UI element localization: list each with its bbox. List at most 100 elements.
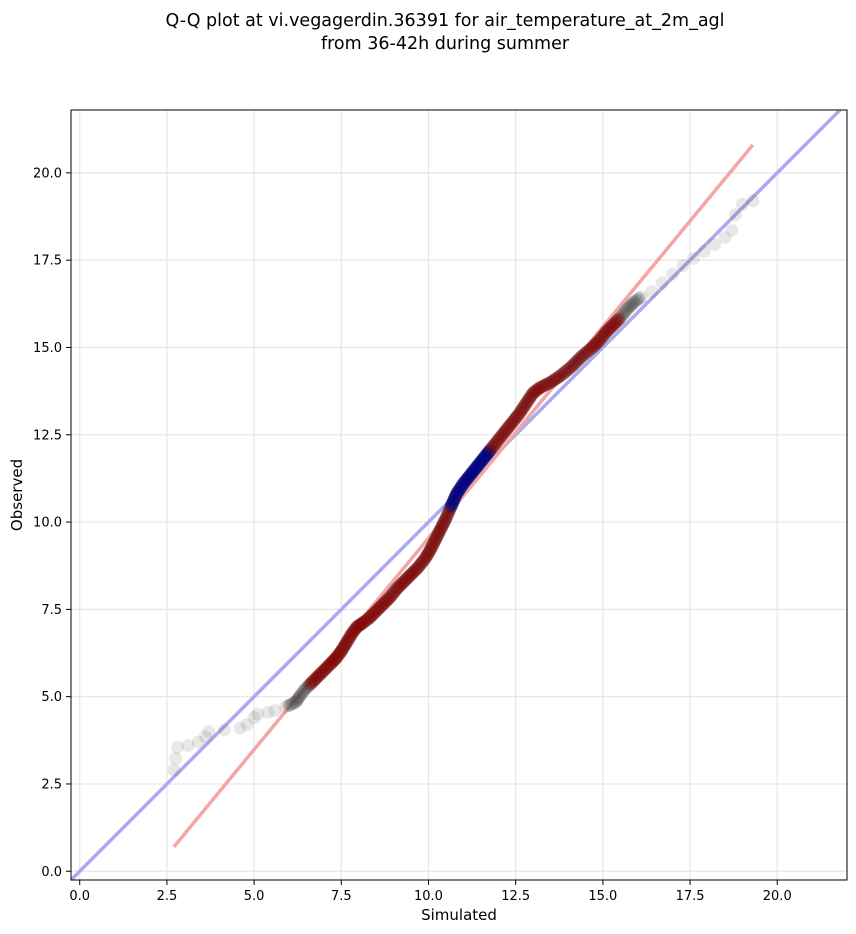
quantile-point-224 [630,293,644,307]
quantile-point-162 [515,403,529,417]
x-tick-label-8: 20.0 [763,889,792,904]
quantile-point-282 [346,626,360,640]
x-tick-label-1: 2.5 [157,889,178,904]
quantile-point-332 [401,571,415,585]
quantile-point-289 [352,619,366,633]
plot-frame [70,109,848,881]
quantile-point-415 [487,439,501,453]
quantile-point-122 [448,490,462,504]
quantile-point-215 [613,311,627,325]
quantile-point-176 [539,377,553,391]
quantile-point-216 [615,309,629,323]
quantile-point-331 [399,572,413,586]
quantile-point-49 [340,636,354,650]
quantile-point-379 [446,495,460,509]
y-tick-label-6: 15.0 [33,341,62,356]
y-tick-label-5: 12.5 [33,428,62,443]
quantile-point-52 [343,629,357,643]
quantile-point-389 [456,477,470,491]
quantile-point-461 [544,375,558,389]
quantile-point-177 [541,376,555,390]
quantile-point-141 [479,448,493,462]
quantile-point-231 [687,251,701,265]
quantile-point-305 [369,604,383,618]
quantile-point-401 [470,459,484,473]
quantile-point-269 [334,644,348,658]
quantile-point-4 [191,735,205,749]
quantile-point-154 [502,420,516,434]
quantile-point-146 [488,437,502,451]
quantile-point-410 [481,446,495,460]
quantile-point-426 [499,423,513,437]
quantile-point-29 [306,674,320,688]
y-axis-label: Observed [8,459,26,531]
quantile-point-83 [399,573,413,587]
quantile-point-359 [428,533,442,547]
quantile-point-93 [416,554,430,568]
quantile-point-129 [458,474,472,488]
quantile-point-225 [632,292,646,306]
quantile-point-340 [410,562,424,576]
quantile-point-321 [388,584,402,598]
quantile-point-103 [428,533,442,547]
quantile-point-263 [329,651,343,665]
quantile-point-271 [336,641,350,655]
quantile-point-394 [462,469,476,483]
quantile-point-80 [394,578,408,592]
quantile-point-386 [453,482,467,496]
quantile-point-104 [430,530,444,544]
quantile-point-279 [343,630,357,644]
quantile-point-127 [455,479,469,493]
reference-lines [71,110,843,880]
quantile-point-173 [533,381,547,395]
quantile-point-27 [303,677,317,691]
quantile-point-374 [442,505,456,519]
quantile-point-477 [571,353,585,367]
quantile-point-68 [373,601,387,615]
quantile-point-302 [366,608,380,622]
quantile-point-385 [452,484,466,498]
quantile-point-57 [352,619,366,633]
quantile-point-455 [533,381,547,395]
quantile-point-50 [341,633,355,647]
x-tick-label-5: 12.5 [501,889,530,904]
quantile-point-418 [490,434,504,448]
quantile-point-240 [304,676,318,690]
quantile-point-172 [531,382,545,396]
quantile-point-464 [549,372,563,386]
quantile-point-232 [697,244,711,258]
quantile-point-298 [361,612,375,626]
quantile-point-197 [581,344,595,358]
quantile-point-170 [526,386,540,400]
y-tick-label-7: 17.5 [33,254,62,269]
quantile-point-424 [497,426,511,440]
quantile-point-423 [496,427,510,441]
quantile-point-421 [494,430,508,444]
quantile-point-260 [326,654,340,668]
quantile-point-428 [502,420,516,434]
x-axis-ticks: 0.0 2.5 5.0 7.5 10.0 12.5 15.0 17.5 20.0 [69,880,792,904]
quantile-point-116 [442,504,456,518]
quantile-point-182 [552,370,566,384]
y-tick-label-4: 10.0 [33,516,62,531]
quantile-point-439 [514,403,528,417]
quantile-point-400 [469,461,483,475]
quantile-point-360 [429,531,443,545]
quantile-point-206 [598,327,612,341]
quantile-point-462 [545,374,559,388]
quantile-point-22 [294,687,308,701]
quantile-point-212 [608,316,622,330]
quantile-point-481 [578,346,592,360]
quantile-point-399 [468,462,482,476]
x-tick-label-6: 15.0 [588,889,617,904]
quantile-point-13 [268,704,282,718]
quantile-point-222 [626,297,640,311]
quantile-point-318 [384,589,398,603]
quantile-point-30 [308,672,322,686]
quantile-point-492 [594,332,608,346]
quantile-point-380 [447,493,461,507]
quantile-point-278 [342,631,356,645]
quantile-point-363 [432,526,446,540]
quantile-point-0 [167,763,181,777]
quantile-point-208 [601,323,615,337]
